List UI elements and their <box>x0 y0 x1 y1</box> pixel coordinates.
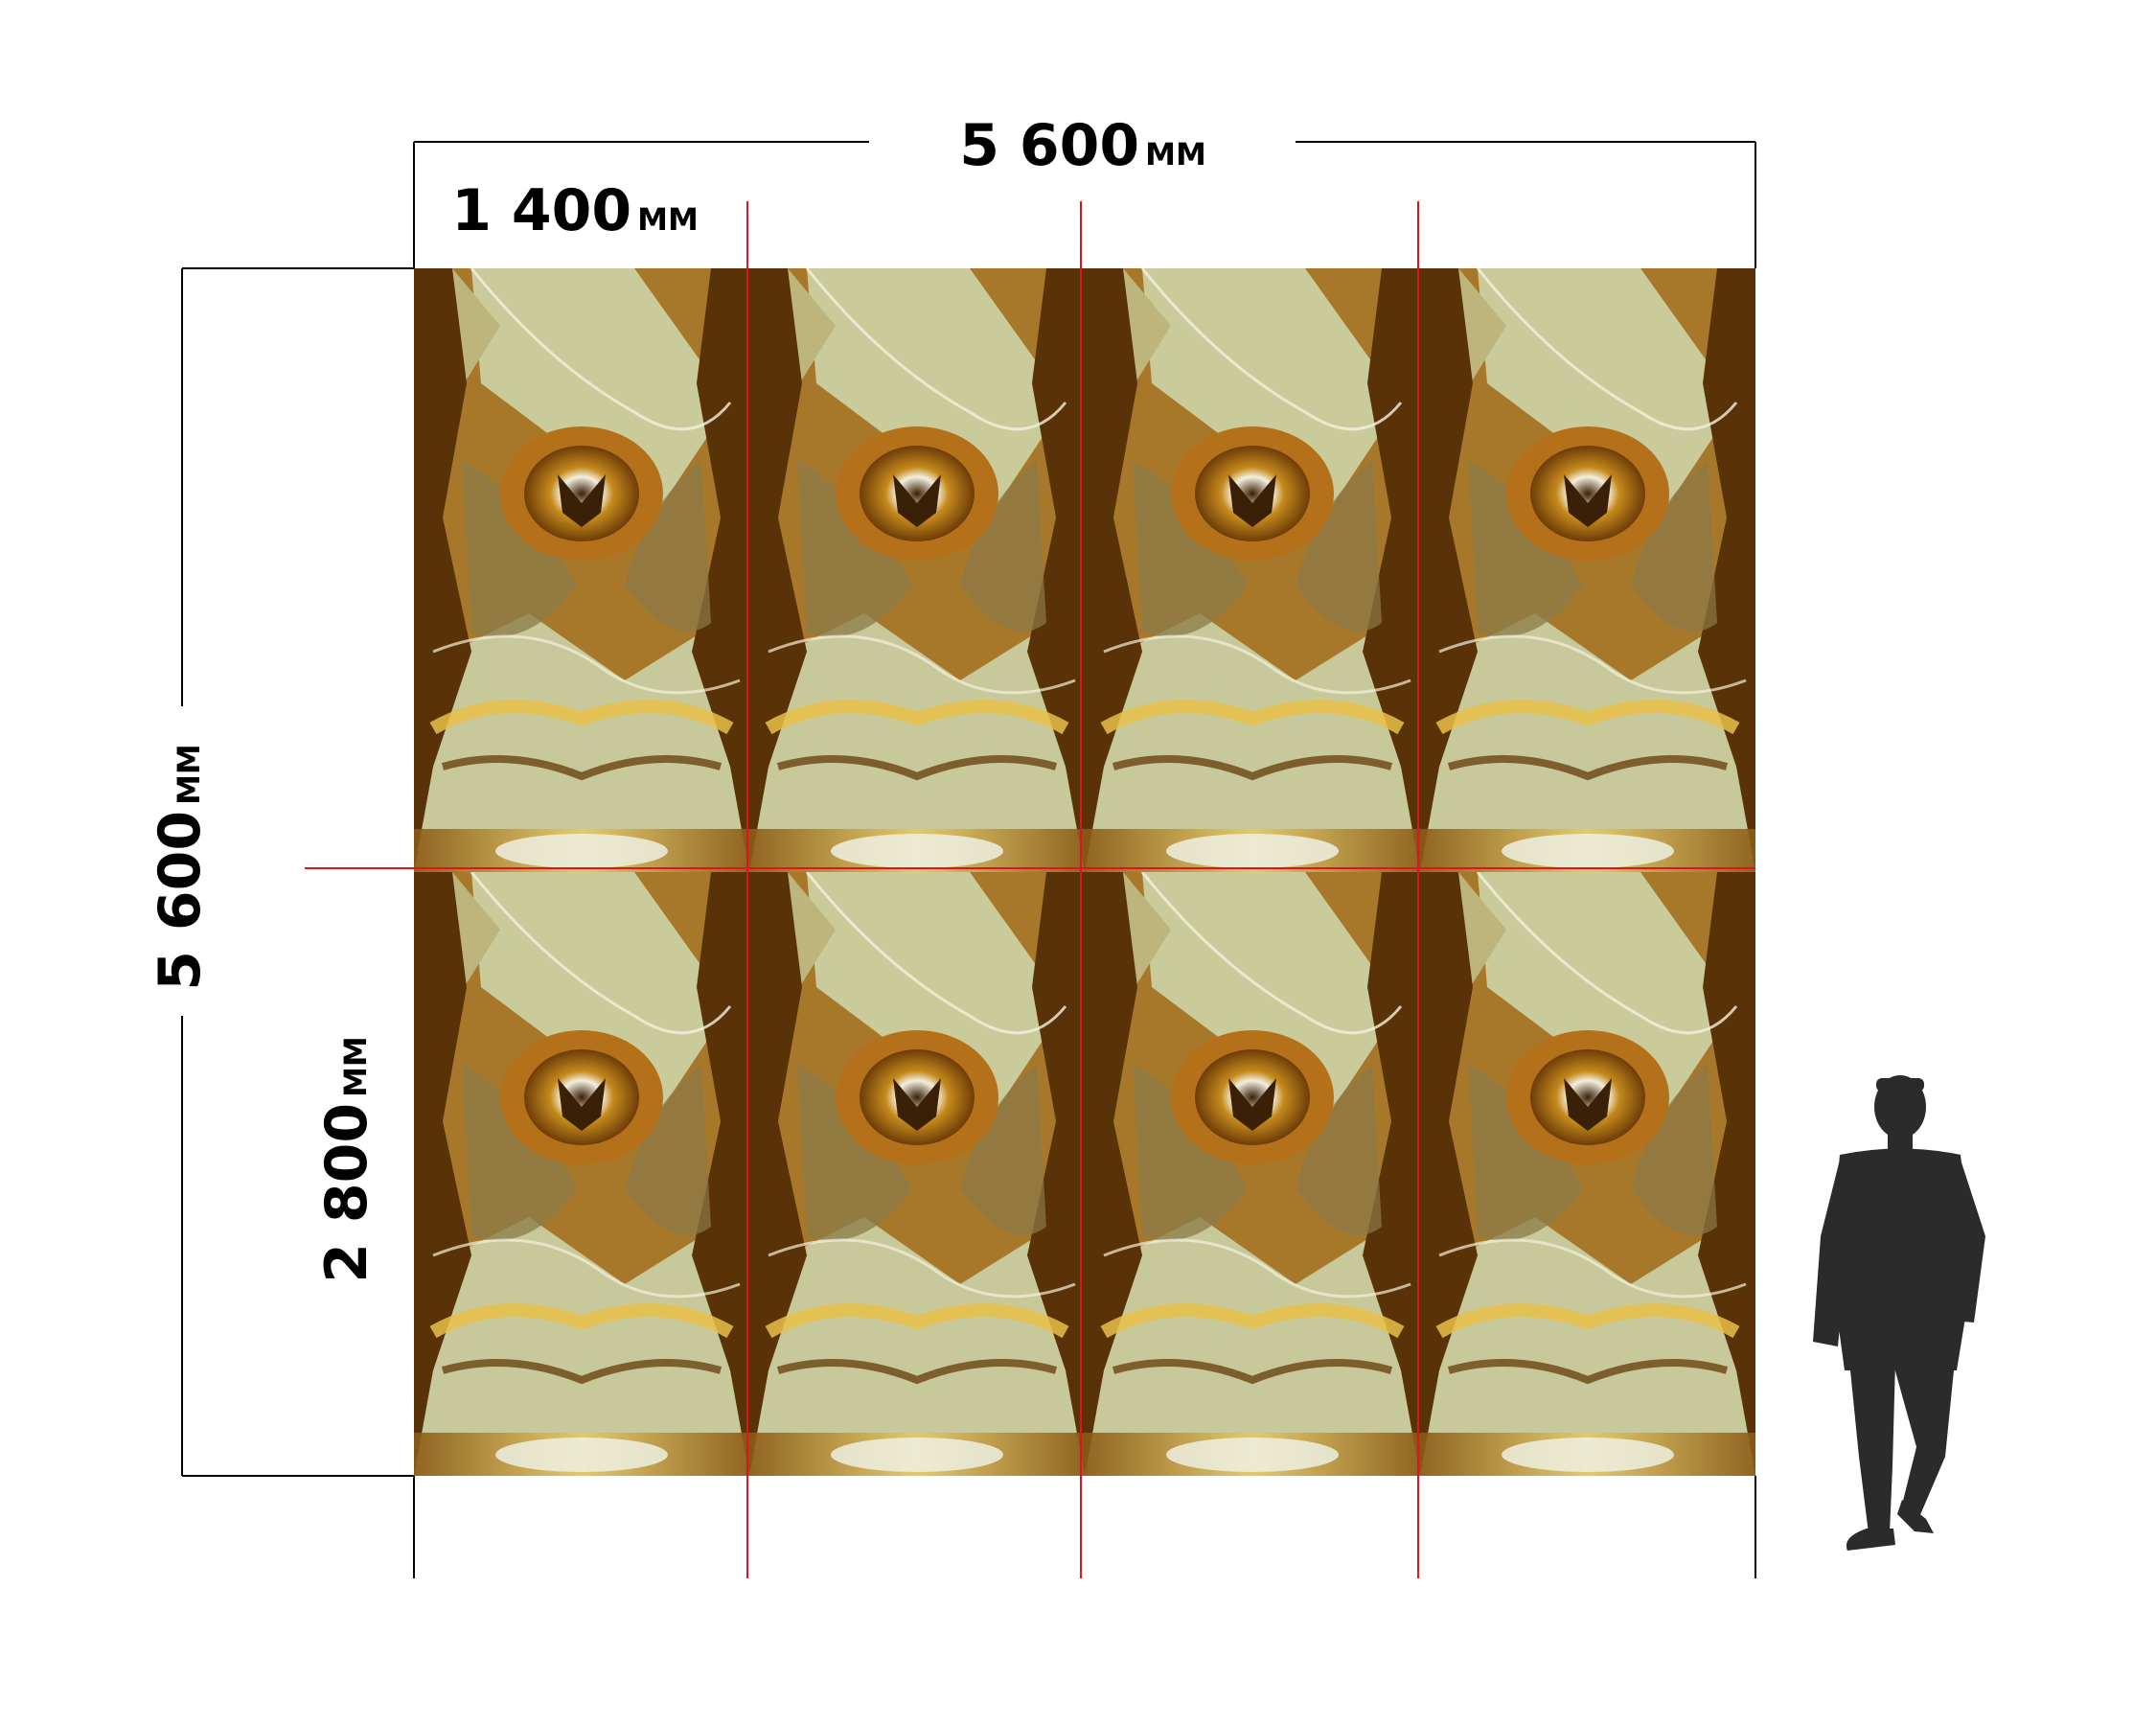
total-width-label: 5 600 ММ <box>959 112 1206 179</box>
bottom-extension-lines <box>413 1476 1756 1578</box>
top-dimension-line <box>413 141 1756 268</box>
human-silhouette-icon <box>1813 1075 1985 1551</box>
panel-width-label: 1 400 ММ <box>451 177 699 244</box>
onyx-wall-panels <box>414 268 1755 1476</box>
panel-height-label: 2 800ММ <box>313 1036 380 1283</box>
left-dimension-line <box>181 267 414 1477</box>
panel-seam-lines <box>305 201 1755 1578</box>
total-height-label: 5 600ММ <box>147 744 214 991</box>
